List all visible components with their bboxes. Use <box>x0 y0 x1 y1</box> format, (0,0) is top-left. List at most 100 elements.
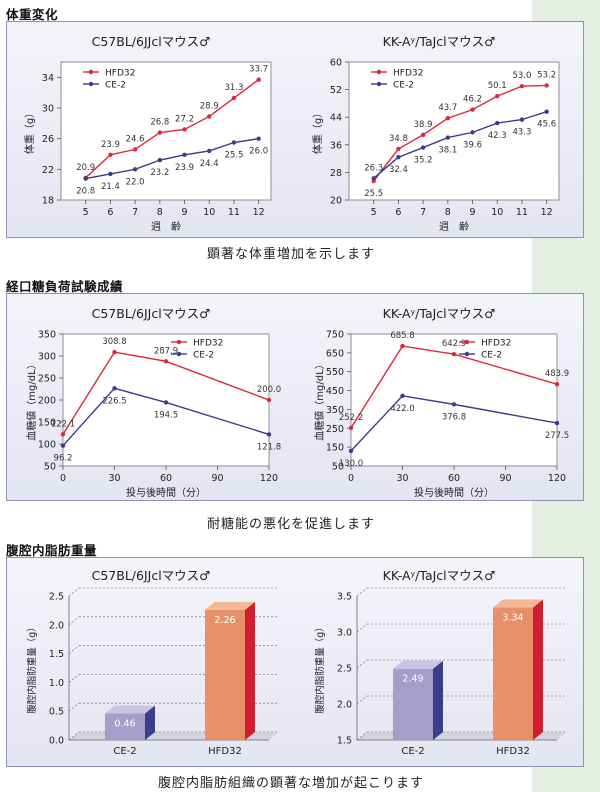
data-point <box>400 343 405 349</box>
data-label: 21.4 <box>101 182 120 192</box>
data-point <box>544 109 549 114</box>
x-axis-label: 週 齢 <box>151 220 181 233</box>
series-line-ce-2 <box>350 395 558 452</box>
chart-fat-kkay: KK-Aʸ/TaJclマウス♂ 1.5 2.0 2.5 3.0 3.5 腹腔内脂肪重量（g）… <box>314 568 567 757</box>
chart-body-weight-kkay: KK-Aʸ/TaJclマウス♂ 20 28 36 44 52 60 5 6 7 8 9 10 11 12 週 … <box>311 34 560 233</box>
legend-label: HFD32 <box>481 339 511 349</box>
gridline-diagonal <box>68 616 80 626</box>
gridline-diagonal <box>68 587 80 597</box>
x-category-label: CE-2 <box>401 746 424 757</box>
data-point <box>266 397 272 403</box>
caption-body-weight: 顕著な体重増加を示します <box>206 247 375 262</box>
gridline-diagonal <box>68 702 80 712</box>
data-point <box>163 400 169 405</box>
caption-fat-weight: 腹腔内脂肪組織の顕著な増加が起こります <box>157 776 424 791</box>
x-tick-label: 9 <box>470 207 476 218</box>
x-tick-label: 12 <box>541 207 553 218</box>
legend-marker <box>88 81 94 87</box>
data-point <box>544 83 549 88</box>
data-label: 23.2 <box>150 168 169 178</box>
data-point <box>157 130 163 135</box>
legend-label: HFD32 <box>105 69 135 79</box>
data-label: 43.7 <box>438 103 457 113</box>
data-point <box>112 349 117 355</box>
data-label: 20.9 <box>76 163 95 173</box>
data-point <box>554 420 560 426</box>
data-label: 43.3 <box>512 128 531 138</box>
data-label: 26.0 <box>249 147 268 157</box>
data-point <box>519 117 525 122</box>
series-line-ce-2 <box>85 137 259 180</box>
y-tick-label: 1.0 <box>49 678 64 689</box>
bar-front-ce-2 <box>105 713 145 740</box>
panel-body-weight: C57BL/6JJclマウス♂ 18 22 26 30 34 5 6 7 8 9 10 11 12 週 齢 体… <box>6 21 584 238</box>
panel-fat-weight: C57BL/6JJclマウス♂ 0.0 0.5 1.0 1.5 2.0 2.5 腹腔内脂肪重量… <box>6 557 584 767</box>
y-tick-label: 250 <box>38 374 56 385</box>
series-line-hfd32 <box>62 351 270 435</box>
y-axis-label: 血糖値（mg/dL） <box>313 359 326 440</box>
x-category-label: HFD32 <box>208 746 242 757</box>
bar-top <box>205 601 255 610</box>
legend-label: CE-2 <box>481 351 502 361</box>
data-point <box>108 152 113 157</box>
plot-area <box>62 333 270 467</box>
data-label: 24.4 <box>200 159 219 169</box>
bar-side <box>245 601 255 740</box>
legend-label: CE-2 <box>393 81 414 91</box>
x-category-label: HFD32 <box>496 746 530 757</box>
gridline-diagonal <box>68 645 80 654</box>
data-point <box>348 425 354 431</box>
y-tick-label: 2.5 <box>337 664 352 675</box>
data-point <box>420 145 426 150</box>
y-axis-label: 腹腔内脂肪重量（g） <box>26 622 38 714</box>
data-point <box>60 443 66 448</box>
chart-title: KK-Aʸ/TaJclマウス♂ <box>383 34 496 49</box>
data-point <box>396 146 401 152</box>
data-point <box>256 77 261 82</box>
y-tick-label: 2.0 <box>49 620 64 631</box>
x-tick-label: 0 <box>60 473 66 484</box>
y-tick-label: 350 <box>38 330 56 341</box>
bar-side <box>433 660 443 740</box>
data-point <box>231 95 237 101</box>
bar-front-hfd32 <box>205 609 245 740</box>
x-tick-label: 60 <box>160 473 172 484</box>
data-label: 121.8 <box>257 442 281 452</box>
x-tick-label: 5 <box>371 207 377 218</box>
data-label: 23.9 <box>101 140 120 150</box>
data-point <box>445 135 451 140</box>
data-label: 308.8 <box>102 337 126 347</box>
data-label: 685.8 <box>390 331 414 341</box>
data-point <box>445 116 451 121</box>
data-label: 483.9 <box>545 369 569 379</box>
data-point <box>371 176 376 181</box>
y-tick-label: 52 <box>330 85 342 96</box>
y-axis-label: 体重（g） <box>311 108 324 154</box>
y-tick-label: 750 <box>326 330 344 341</box>
x-tick-label: 8 <box>445 207 451 218</box>
y-tick-label: 150 <box>38 418 56 429</box>
data-label: 287.9 <box>154 346 178 356</box>
y-axis-label: 体重（g） <box>23 108 36 154</box>
gridline-diagonal <box>68 674 80 683</box>
chart-title: KK-Aʸ/TaJclマウス♂ <box>383 306 496 321</box>
y-tick-label: 1.5 <box>337 736 352 747</box>
x-tick-label: 120 <box>260 473 278 484</box>
bar-side <box>145 705 155 740</box>
data-label: 53.2 <box>537 70 556 80</box>
y-tick-label: 200 <box>38 396 56 407</box>
x-tick-label: 10 <box>491 207 503 218</box>
x-axis-label: 投与後時間（分） <box>126 486 206 499</box>
y-tick-label: 34 <box>42 73 54 84</box>
legend-marker <box>88 69 94 75</box>
x-tick-label: 7 <box>132 207 138 218</box>
y-tick-label: 550 <box>326 367 344 378</box>
data-point <box>231 140 237 145</box>
y-tick-label: 250 <box>326 424 344 435</box>
x-tick-label: 11 <box>516 207 528 218</box>
data-point <box>132 167 138 172</box>
y-tick-label: 60 <box>330 58 342 69</box>
legend-marker <box>176 351 182 357</box>
legend-label: CE-2 <box>193 351 214 361</box>
x-tick-label: 120 <box>548 473 566 484</box>
